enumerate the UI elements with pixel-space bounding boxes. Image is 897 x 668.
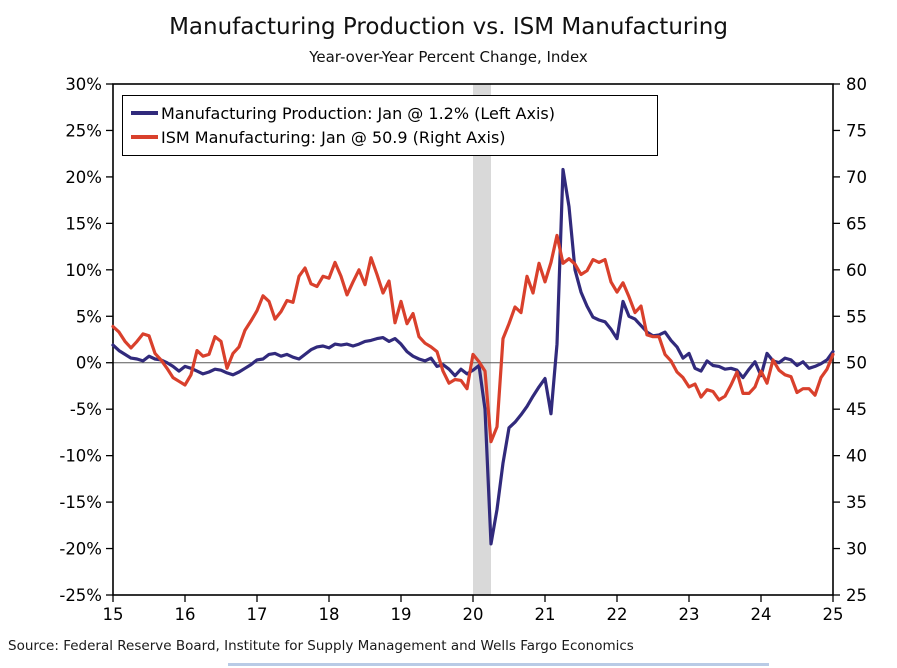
left-axis-tick-label: -20% <box>59 540 102 559</box>
manufacturing-production-line-swatch <box>131 111 158 115</box>
ism-manufacturing-line-swatch <box>131 135 158 139</box>
legend-box: Manufacturing Production: Jan @ 1.2% (Le… <box>122 95 658 156</box>
left-axis-tick-label: 30% <box>65 75 102 94</box>
right-axis-tick-label: 50 <box>846 354 867 373</box>
left-axis-tick-label: -15% <box>59 493 102 512</box>
x-axis-tick-label: 20 <box>463 605 484 624</box>
x-axis-tick-label: 17 <box>247 605 268 624</box>
left-axis-tick-label: 25% <box>65 121 102 140</box>
right-axis-tick-label: 45 <box>846 400 867 419</box>
manufacturing-production-line <box>111 167 835 546</box>
source-note: Source: Federal Reserve Board, Institute… <box>8 638 634 654</box>
legend-label-manufacturing-production: Manufacturing Production: Jan @ 1.2% (Le… <box>161 103 555 123</box>
right-axis-tick-label: 80 <box>846 75 867 94</box>
right-axis-tick-label: 75 <box>846 121 867 140</box>
x-axis-tick-label: 19 <box>391 605 412 624</box>
left-axis-tick-label: -5% <box>70 400 102 419</box>
x-axis-tick-label: 24 <box>751 605 772 624</box>
left-axis-tick-label: 5% <box>76 307 102 326</box>
right-axis-tick-label: 70 <box>846 168 867 187</box>
x-axis-tick-label: 22 <box>607 605 628 624</box>
x-axis-tick-label: 23 <box>679 605 700 624</box>
right-axis-tick-label: 35 <box>846 493 867 512</box>
left-axis-tick-label: 15% <box>65 214 102 233</box>
ism-manufacturing-line <box>111 233 835 444</box>
right-axis-tick-label: 60 <box>846 261 867 280</box>
bottom-blue-strip <box>228 663 769 666</box>
right-axis-tick-label: 65 <box>846 214 867 233</box>
x-axis-tick-label: 16 <box>175 605 196 624</box>
legend-item-ism-manufacturing: ISM Manufacturing: Jan @ 50.9 (Right Axi… <box>131 125 649 149</box>
right-axis-tick-label: 55 <box>846 307 867 326</box>
x-axis-tick-label: 18 <box>319 605 340 624</box>
left-axis-tick-label: -25% <box>59 586 102 605</box>
legend-item-manufacturing-production: Manufacturing Production: Jan @ 1.2% (Le… <box>131 101 649 125</box>
x-axis-tick-label: 21 <box>535 605 556 624</box>
chart-subtitle: Year-over-Year Percent Change, Index <box>309 48 588 66</box>
right-axis-tick-label: 40 <box>846 447 867 466</box>
legend-label-ism-manufacturing: ISM Manufacturing: Jan @ 50.9 (Right Axi… <box>161 127 506 147</box>
x-axis-tick-label: 25 <box>823 605 844 624</box>
right-axis-tick-label: 25 <box>846 586 867 605</box>
x-axis-tick-label: 15 <box>103 605 124 624</box>
right-axis-tick-label: 30 <box>846 540 867 559</box>
left-axis-tick-label: 10% <box>65 261 102 280</box>
left-axis-tick-label: -10% <box>59 447 102 466</box>
chart-title: Manufacturing Production vs. ISM Manufac… <box>169 14 728 40</box>
left-axis-tick-label: 0% <box>76 354 102 373</box>
left-axis-tick-label: 20% <box>65 168 102 187</box>
